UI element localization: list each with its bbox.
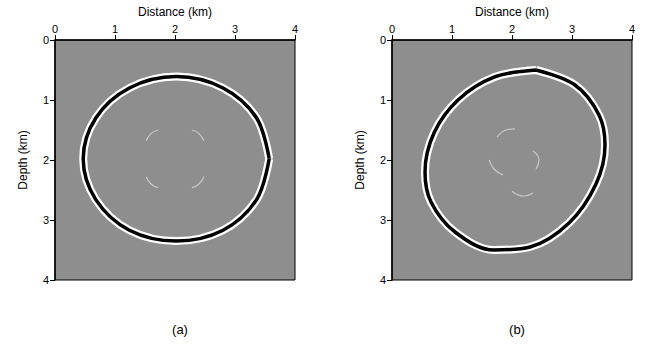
svg-text:2: 2 <box>172 23 178 35</box>
svg-text:4: 4 <box>43 274 49 286</box>
svg-text:1: 1 <box>380 94 386 106</box>
svg-text:1: 1 <box>449 23 455 35</box>
svg-text:3: 3 <box>569 23 575 35</box>
svg-text:3: 3 <box>43 214 49 226</box>
svg-text:1: 1 <box>43 94 49 106</box>
svg-text:3: 3 <box>232 23 238 35</box>
svg-text:3: 3 <box>380 214 386 226</box>
svg-text:2: 2 <box>43 154 49 166</box>
svg-text:Depth (km): Depth (km) <box>16 130 30 189</box>
svg-text:2: 2 <box>380 154 386 166</box>
svg-text:4: 4 <box>629 23 635 35</box>
svg-text:0: 0 <box>43 34 49 46</box>
svg-text:4: 4 <box>380 274 386 286</box>
svg-text:0: 0 <box>389 23 395 35</box>
svg-text:0: 0 <box>52 23 58 35</box>
svg-text:0: 0 <box>380 34 386 46</box>
svg-text:Distance (km): Distance (km) <box>138 5 212 19</box>
svg-text:4: 4 <box>292 23 298 35</box>
svg-text:Depth (km): Depth (km) <box>353 130 367 189</box>
svg-text:2: 2 <box>509 23 515 35</box>
svg-text:Distance (km): Distance (km) <box>475 5 549 19</box>
svg-text:(a): (a) <box>172 322 188 337</box>
svg-text:(b): (b) <box>509 322 525 337</box>
svg-text:1: 1 <box>112 23 118 35</box>
